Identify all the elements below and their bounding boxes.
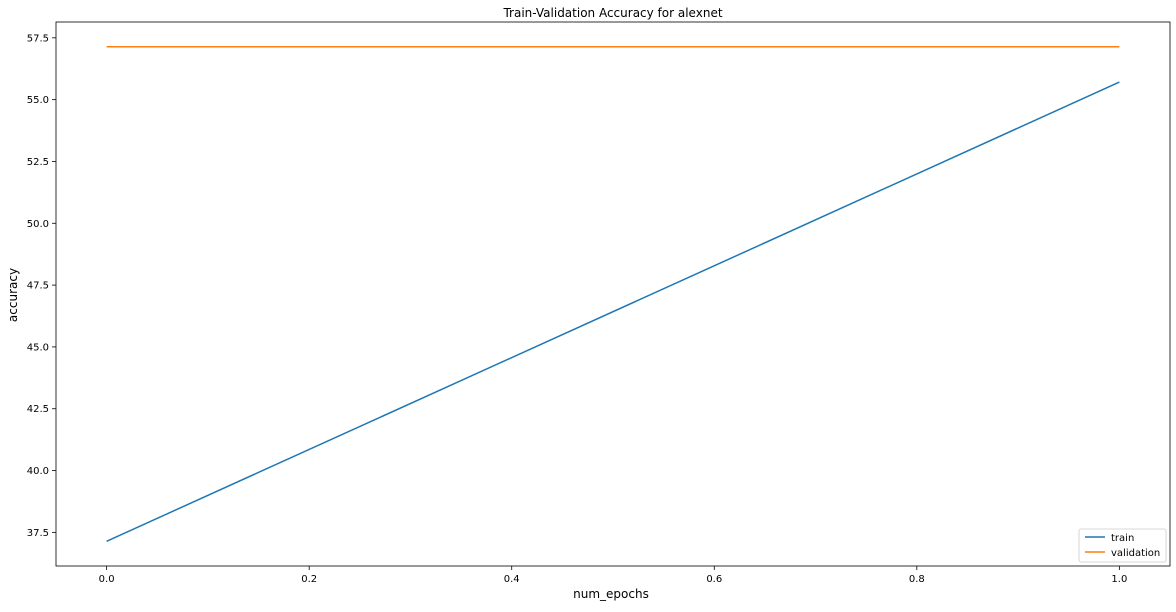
y-tick-label: 57.5 <box>27 33 49 44</box>
series-layer <box>106 45 1120 542</box>
y-tick-label: 55.0 <box>27 95 49 106</box>
y-tick-label: 40.0 <box>27 466 49 477</box>
x-tick-label: 0.4 <box>504 574 520 585</box>
y-tick-label: 50.0 <box>27 219 49 230</box>
x-tick-label: 0.8 <box>909 574 925 585</box>
y-tick-label: 52.5 <box>27 157 49 168</box>
y-axis-ticks: 37.5 40.0 42.5 45.0 47.5 50.0 52.5 55.0 57.5 <box>27 33 56 539</box>
legend-label-validation: validation <box>1111 548 1160 559</box>
series-line-train <box>106 81 1120 542</box>
x-tick-label: 0.6 <box>706 574 722 585</box>
x-tick-label: 1.0 <box>1111 574 1127 585</box>
legend: train validation <box>1078 528 1167 563</box>
y-tick-label: 42.5 <box>27 404 49 415</box>
y-tick-label: 45.0 <box>27 342 49 353</box>
y-tick-label: 37.5 <box>27 528 49 539</box>
y-axis-label: accuracy <box>6 268 20 322</box>
x-tick-label: 0.2 <box>301 574 317 585</box>
plot-area <box>56 22 1170 566</box>
x-axis-label: num_epochs <box>573 587 649 601</box>
chart-title: Train-Validation Accuracy for alexnet <box>502 6 722 20</box>
plot-frame <box>55 21 1171 567</box>
x-axis-ticks: 0.0 0.2 0.4 0.6 0.8 1.0 <box>99 566 1127 585</box>
x-tick-label: 0.0 <box>99 574 115 585</box>
y-tick-label: 47.5 <box>27 281 49 292</box>
legend-label-train: train <box>1111 533 1134 544</box>
